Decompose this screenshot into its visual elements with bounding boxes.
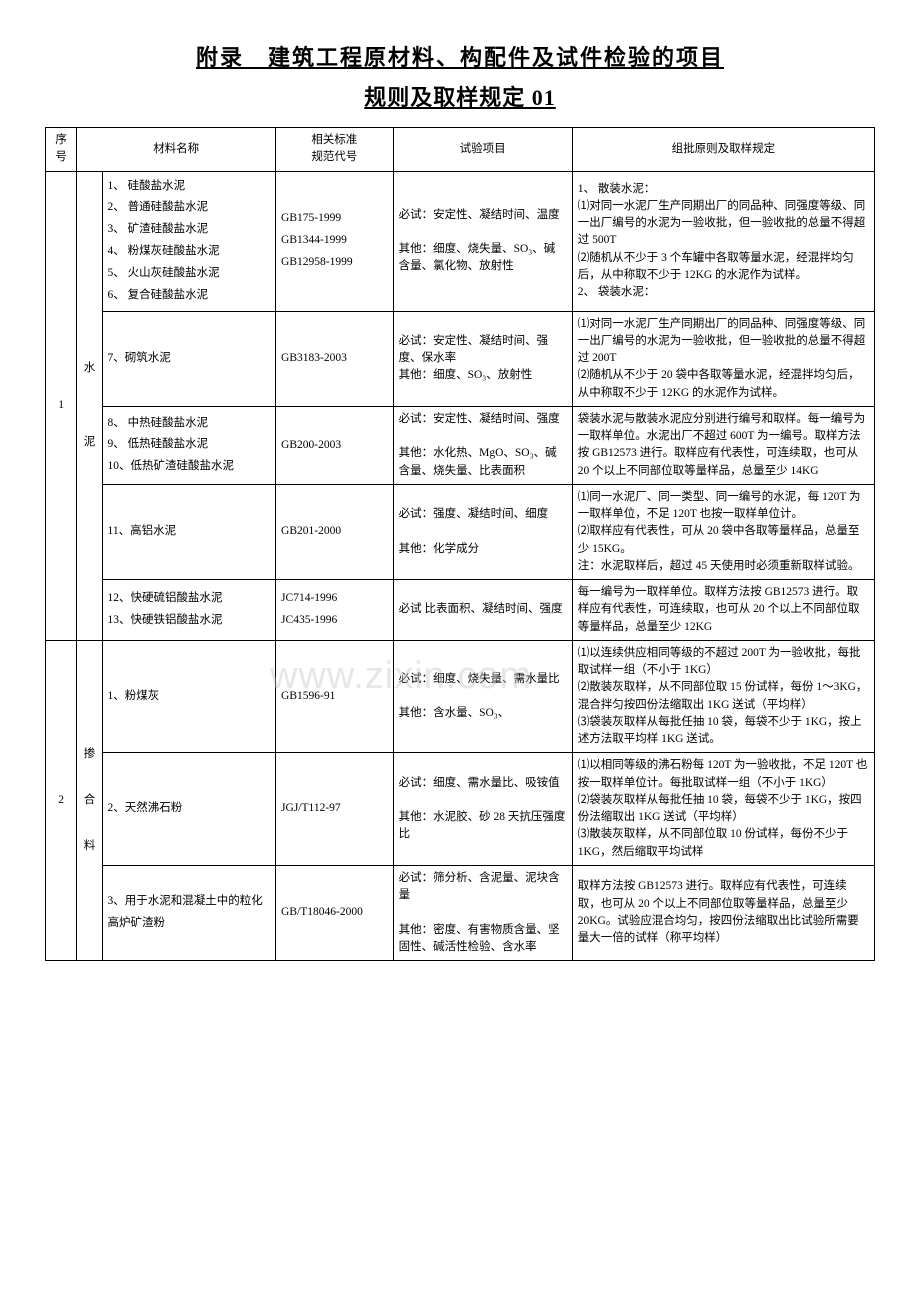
cell-test: 必试：筛分析、含泥量、泥块含量 其他：密度、有害物质含量、坚固性、碱活性检验、含… [393,865,572,960]
table-row: 7、砌筑水泥 GB3183-2003 必试：安定性、凝结时间、强度、保水率 其他… [46,311,875,406]
header-rule: 组批原则及取样规定 [572,128,874,172]
table-row: 1 水泥 1、 硅酸盐水泥 2、 普通硅酸盐水泥 3、 矿渣硅酸盐水泥 4、 粉… [46,171,875,311]
cell-rule: ⑴对同一水泥厂生产同期出厂的同品种、同强度等级、同一出厂编号的水泥为一验收批，但… [572,311,874,406]
cell-rule: ⑴以相同等级的沸石粉每 120T 为一验收批，不足 120T 也按一取样单位计。… [572,753,874,866]
cell-seq: 1 [46,171,77,640]
table-row: 11、高铝水泥 GB201-2000 必试：强度、凝结时间、细度 其他：化学成分… [46,484,875,579]
cell-std: JC714-1996 JC435-1996 [276,580,394,641]
cell-rule: ⑴同一水泥厂、同一类型、同一编号的水泥，每 120T 为一取样单位，不足 120… [572,484,874,579]
header-std: 相关标准 规范代号 [276,128,394,172]
table-row: 3、用于水泥和混凝土中的粒化高炉矿渣粉 GB/T18046-2000 必试：筛分… [46,865,875,960]
cell-category: 水泥 [77,171,102,640]
cell-std: GB1596-91 [276,640,394,753]
table-row: 8、 中热硅酸盐水泥 9、 低热硅酸盐水泥 10、低热矿渣硅酸盐水泥 GB200… [46,406,875,484]
cell-name: 1、 硅酸盐水泥 2、 普通硅酸盐水泥 3、 矿渣硅酸盐水泥 4、 粉煤灰硅酸盐… [102,171,276,311]
cell-name: 2、天然沸石粉 [102,753,276,866]
header-seq: 序号 [46,128,77,172]
cell-test: 必试：细度、烧失量、需水量比 其他：含水量、SO₃、 [393,640,572,753]
header-name: 材料名称 [77,128,276,172]
cell-name: 7、砌筑水泥 [102,311,276,406]
cell-name: 8、 中热硅酸盐水泥 9、 低热硅酸盐水泥 10、低热矿渣硅酸盐水泥 [102,406,276,484]
materials-table: 序号 材料名称 相关标准 规范代号 试验项目 组批原则及取样规定 1 水泥 1、… [45,127,875,961]
cell-rule: 每一编号为一取样单位。取样方法按 GB12573 进行。取样应有代表性，可连续取… [572,580,874,641]
cell-std: GB175-1999 GB1344-1999 GB12958-1999 [276,171,394,311]
cell-test: 必试：安定性、凝结时间、强度、保水率 其他：细度、SO₃、放射性 [393,311,572,406]
cell-test: 必试：安定性、凝结时间、强度 其他：水化热、MgO、SO₃、碱含量、烧失量、比表… [393,406,572,484]
cell-std: GB/T18046-2000 [276,865,394,960]
cell-rule: ⑴以连续供应相同等级的不超过 200T 为一验收批，每批取试样一组（不小于 1K… [572,640,874,753]
cell-test: 必试 比表面积、凝结时间、强度 [393,580,572,641]
cell-rule: 袋装水泥与散装水泥应分别进行编号和取样。每一编号为一取样单位。水泥出厂不超过 6… [572,406,874,484]
cell-seq: 2 [46,640,77,960]
cell-std: JGJ/T112-97 [276,753,394,866]
cell-test: 必试：安定性、凝结时间、温度 其他：细度、烧失量、SO₃、碱含量、氯化物、放射性 [393,171,572,311]
cell-name: 11、高铝水泥 [102,484,276,579]
page-title-main: 附录 建筑工程原材料、构配件及试件检验的项目 [45,40,875,72]
cell-std: GB201-2000 [276,484,394,579]
cell-test: 必试：细度、需水量比、吸铵值 其他：水泥胶、砂 28 天抗压强度比 [393,753,572,866]
cell-std: GB200-2003 [276,406,394,484]
table-row: 2、天然沸石粉 JGJ/T112-97 必试：细度、需水量比、吸铵值 其他：水泥… [46,753,875,866]
header-test: 试验项目 [393,128,572,172]
table-row: 2 掺合料 1、粉煤灰 GB1596-91 必试：细度、烧失量、需水量比 其他：… [46,640,875,753]
table-row: 12、快硬硫铝酸盐水泥 13、快硬铁铝酸盐水泥 JC714-1996 JC435… [46,580,875,641]
page-title-sub: 规则及取样规定 01 [45,80,875,112]
cell-name: 1、粉煤灰 [102,640,276,753]
cell-rule: 1、 散装水泥： ⑴对同一水泥厂生产同期出厂的同品种、同强度等级、同一出厂编号的… [572,171,874,311]
cell-std: GB3183-2003 [276,311,394,406]
cell-test: 必试：强度、凝结时间、细度 其他：化学成分 [393,484,572,579]
cell-category: 掺合料 [77,640,102,960]
cell-name: 3、用于水泥和混凝土中的粒化高炉矿渣粉 [102,865,276,960]
cell-rule: 取样方法按 GB12573 进行。取样应有代表性，可连续取，也可从 20 个以上… [572,865,874,960]
table-header-row: 序号 材料名称 相关标准 规范代号 试验项目 组批原则及取样规定 [46,128,875,172]
cell-name: 12、快硬硫铝酸盐水泥 13、快硬铁铝酸盐水泥 [102,580,276,641]
